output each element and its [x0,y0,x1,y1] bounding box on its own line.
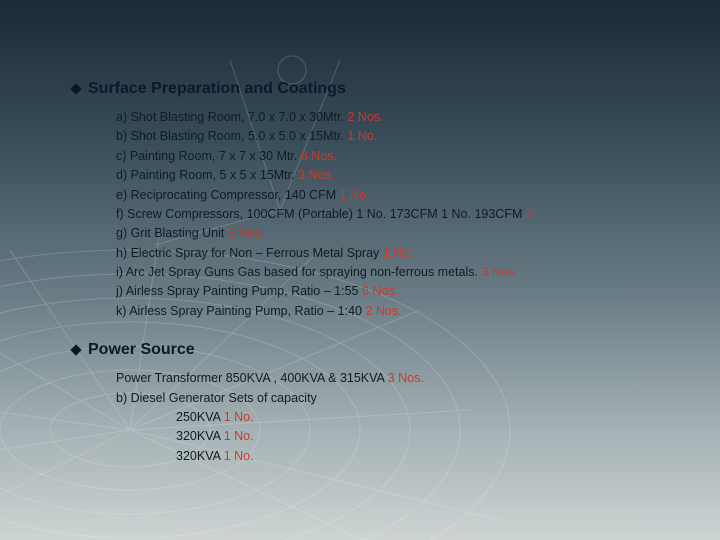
bullet-icon [70,83,81,94]
list-item: a) Shot Blasting Room, 7.0 x 7.0 x 30Mtr… [116,108,660,127]
list-item: b) Diesel Generator Sets of capacity [116,389,660,408]
list-item: j) Airless Spray Painting Pump, Ratio – … [116,282,660,301]
item-label: i) Arc Jet Spray Guns Gas based for spra… [116,265,481,279]
item-label: 320KVA [176,429,224,443]
list-item: h) Electric Spray for Non – Ferrous Meta… [116,244,660,263]
item-label: Power Transformer 850KVA , 400KVA & 315K… [116,371,384,385]
title-text: Power Source [88,341,195,359]
item-qty: 1 No. [383,246,413,260]
list-item: i) Arc Jet Spray Guns Gas based for spra… [116,263,660,282]
list-item: d) Painting Room, 5 x 5 x 15Mtr. 3 Nos. [116,166,660,185]
section-title-power: Power Source [72,341,660,359]
item-qty: 2 Nos. [365,304,401,318]
item-qty: 3 Nos. [298,168,334,182]
list-item: k) Airless Spray Painting Pump, Ratio – … [116,302,660,321]
item-label: h) Electric Spray for Non – Ferrous Meta… [116,246,383,260]
item-qty: 1 No. [347,129,377,143]
item-label: e) Reciprocating Compressor, 140 CFM [116,188,340,202]
list-item: 250KVA 1 No. [116,408,660,427]
item-qty: 1 No. [224,429,254,443]
item-label: a) Shot Blasting Room, 7.0 x 7.0 x 30Mtr… [116,110,347,124]
item-qty: 6 Nos. [301,149,337,163]
list-item: 320KVA 1 No. [116,447,660,466]
section-title-surface: Surface Preparation and Coatings [72,80,660,98]
item-qty: 6 Nos. [228,226,264,240]
list-item: b) Shot Blasting Room, 5.0 x 5.0 x 15Mtr… [116,127,660,146]
item-label: f) Screw Compressors, 100CFM (Portable) … [116,207,526,221]
list-item: g) Grit Blasting Unit 6 Nos. [116,224,660,243]
item-qty: 2 Nos. [347,110,383,124]
item-label: 250KVA [176,410,224,424]
item-qty: 3 Nos. [388,371,424,385]
item-qty: 3 [526,207,533,221]
list-item: c) Painting Room, 7 x 7 x 30 Mtr. 6 Nos. [116,147,660,166]
item-qty: 1 No. [224,410,254,424]
item-label: d) Painting Room, 5 x 5 x 15Mtr. [116,168,298,182]
item-qty: 1 No. [224,449,254,463]
item-label: c) Painting Room, 7 x 7 x 30 Mtr. [116,149,301,163]
item-label: k) Airless Spray Painting Pump, Ratio – … [116,304,365,318]
list-item: Power Transformer 850KVA , 400KVA & 315K… [116,369,660,388]
list-item: f) Screw Compressors, 100CFM (Portable) … [116,205,660,224]
surface-item-list: a) Shot Blasting Room, 7.0 x 7.0 x 30Mtr… [116,108,660,321]
list-item: 320KVA 1 No. [116,427,660,446]
item-qty: 1 No. [340,188,370,202]
item-label: b) Shot Blasting Room, 5.0 x 5.0 x 15Mtr… [116,129,347,143]
item-qty: 3 Nos. [481,265,517,279]
list-item: e) Reciprocating Compressor, 140 CFM 1 N… [116,186,660,205]
item-label: 320KVA [176,449,224,463]
title-text: Surface Preparation and Coatings [88,80,346,98]
generator-list: 250KVA 1 No.320KVA 1 No.320KVA 1 No. [116,408,660,466]
bullet-icon [70,344,81,355]
item-label: g) Grit Blasting Unit [116,226,228,240]
item-qty: 6 Nos. [362,284,398,298]
power-item-list: Power Transformer 850KVA , 400KVA & 315K… [116,369,660,466]
item-label: j) Airless Spray Painting Pump, Ratio – … [116,284,362,298]
